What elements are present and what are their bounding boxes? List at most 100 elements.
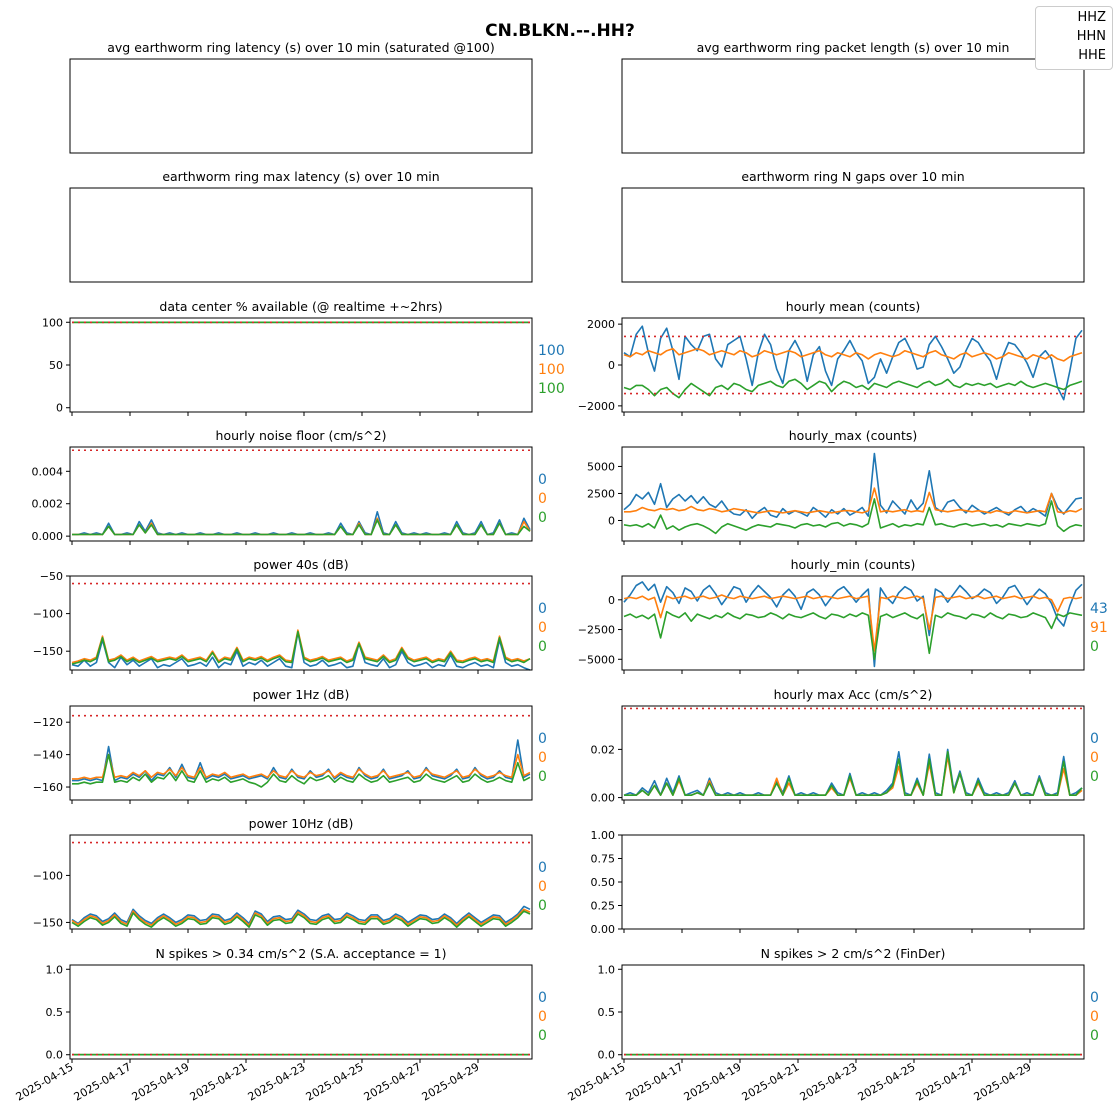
y-tick-label: 0 xyxy=(608,514,615,527)
subplot-4: data center % available (@ realtime +~2h… xyxy=(42,299,565,416)
y-tick-label: −100 xyxy=(33,869,63,882)
series-line-hhe xyxy=(623,610,1083,661)
x-tick-label: 2025-04-23 xyxy=(798,1060,860,1103)
x-tick-label: 2025-04-27 xyxy=(362,1060,424,1103)
series-line-hhz xyxy=(71,631,531,671)
legend-entry-hhe: HHE xyxy=(1078,48,1106,63)
y-tick-label: 2500 xyxy=(587,487,615,500)
latest-value-label: 91 xyxy=(1090,620,1108,636)
x-tick-label: 2025-04-21 xyxy=(188,1060,250,1103)
subplot-title: hourly mean (counts) xyxy=(786,299,920,314)
latest-value-label: 0 xyxy=(538,898,547,914)
plot-frame xyxy=(621,964,1085,1060)
x-tick-label: 2025-04-29 xyxy=(972,1060,1034,1103)
latest-value-label: 0 xyxy=(538,472,547,488)
series-line-hhn xyxy=(623,347,1083,362)
series-line-hhe xyxy=(623,378,1083,399)
latest-value-label: 0 xyxy=(1090,750,1099,766)
series-line-hhn xyxy=(623,594,1083,652)
plot-frame xyxy=(621,58,1085,154)
y-tick-label: 0.75 xyxy=(591,853,616,866)
latest-value-label: 0 xyxy=(538,731,547,747)
plot-frame xyxy=(69,834,533,930)
subplot-11: hourly max Acc (cm/s^2) 0.00 0.02 0 0 0 xyxy=(591,687,1099,805)
x-tick-label: 2025-04-17 xyxy=(624,1060,686,1103)
y-tick-label: 0.00 xyxy=(591,923,616,936)
y-tick-label: −150 xyxy=(33,916,63,929)
latest-value-label: 0 xyxy=(538,990,547,1006)
x-tick-label: 2025-04-17 xyxy=(72,1060,134,1103)
y-tick-label: 0 xyxy=(608,594,615,607)
subplot-2: earthworm ring max latency (s) over 10 m… xyxy=(69,169,533,283)
plot-frame xyxy=(69,317,533,413)
latest-value-label: 0 xyxy=(1090,731,1099,747)
subplot-title: power 10Hz (dB) xyxy=(249,816,354,831)
latest-value-label: 0 xyxy=(538,601,547,617)
x-tick-label: 2025-04-21 xyxy=(740,1060,802,1103)
plot-frame xyxy=(621,705,1085,801)
x-tick-label: 2025-04-23 xyxy=(246,1060,308,1103)
series-line-hhn xyxy=(71,908,531,927)
subplot-1: avg earthworm ring packet length (s) ove… xyxy=(621,40,1085,154)
latest-value-label: 0 xyxy=(1090,769,1099,785)
series-line-hhn xyxy=(624,755,1083,797)
latest-value-label: 100 xyxy=(538,381,565,397)
x-tick-label: 2025-04-15 xyxy=(14,1060,76,1103)
x-tick-label: 2025-04-25 xyxy=(856,1060,918,1103)
series-line-hhe xyxy=(72,753,531,788)
y-tick-label: 0.004 xyxy=(32,465,64,478)
series-line-hhz xyxy=(623,325,1083,401)
y-tick-label: 1.0 xyxy=(46,963,64,976)
subplot-9: hourly_min (counts) −5000 −2500 0 43 91 0 xyxy=(578,557,1108,674)
y-tick-label: 1.0 xyxy=(598,963,616,976)
subplot-title: hourly_min (counts) xyxy=(791,557,916,572)
y-tick-label: −50 xyxy=(40,570,63,583)
plot-frame xyxy=(621,575,1085,671)
x-tick-label: 2025-04-25 xyxy=(304,1060,366,1103)
latest-value-label: 0 xyxy=(538,510,547,526)
subplot-7: hourly_max (counts) 0 2500 5000 xyxy=(587,428,1085,545)
subplot-title: hourly noise floor (cm/s^2) xyxy=(216,428,387,443)
legend-entry-hhz: HHZ xyxy=(1077,10,1106,25)
y-tick-label: −150 xyxy=(33,645,63,658)
subplot-6: hourly noise floor (cm/s^2) 0.000 0.002 0.0… xyxy=(32,428,547,545)
y-tick-label: 0.002 xyxy=(32,498,64,511)
plot-frame xyxy=(621,446,1085,542)
y-tick-label: −100 xyxy=(33,608,63,621)
subplot-14: N spikes > 0.34 cm/s^2 (S.A. acceptance … xyxy=(14,946,547,1104)
series-line-hhe xyxy=(71,630,531,665)
latest-value-label: 0 xyxy=(538,620,547,636)
y-tick-label: 0.5 xyxy=(598,1006,616,1019)
y-tick-label: 0.00 xyxy=(591,792,616,805)
x-tick-label: 2025-04-29 xyxy=(420,1060,482,1103)
series-line-hhe xyxy=(623,498,1083,535)
plot-frame xyxy=(621,317,1085,413)
latest-value-label: 0 xyxy=(1090,990,1099,1006)
figure-title: CN.BLKN.--.HH? xyxy=(485,21,635,41)
subplot-15: N spikes > 2 cm/s^2 (FinDer) 0.0 0.5 1.0 202… xyxy=(566,946,1099,1104)
y-tick-label: 0.5 xyxy=(46,1006,64,1019)
y-tick-label: −5000 xyxy=(578,653,615,666)
plot-frame xyxy=(69,187,533,283)
y-tick-label: 0.25 xyxy=(591,900,616,913)
latest-value-label: 0 xyxy=(1090,1028,1099,1044)
subplot-10: power 1Hz (dB) −160 −140 −120 0 0 0 xyxy=(33,687,547,804)
subplot-title: earthworm ring max latency (s) over 10 m… xyxy=(162,169,439,184)
subplot-title: N spikes > 0.34 cm/s^2 (S.A. acceptance … xyxy=(155,946,446,961)
latest-value-label: 100 xyxy=(538,343,565,359)
plot-frame xyxy=(621,187,1085,283)
subplot-3: earthworm ring N gaps over 10 min xyxy=(621,169,1085,283)
series-line-hhz xyxy=(623,452,1083,520)
x-tick-label: 2025-04-19 xyxy=(130,1060,192,1103)
series-line-hhz xyxy=(623,581,1083,668)
latest-value-label: 0 xyxy=(538,639,547,655)
y-tick-label: 0 xyxy=(56,402,63,415)
y-tick-label: 5000 xyxy=(587,460,615,473)
latest-value-label: 0 xyxy=(1090,1009,1099,1025)
legend-entry-hhn: HHN xyxy=(1076,29,1106,44)
series-line-hhn xyxy=(624,487,1083,514)
latest-value-label: 0 xyxy=(538,769,547,785)
latest-value-label: 100 xyxy=(538,362,565,378)
y-tick-label: −140 xyxy=(33,749,63,762)
